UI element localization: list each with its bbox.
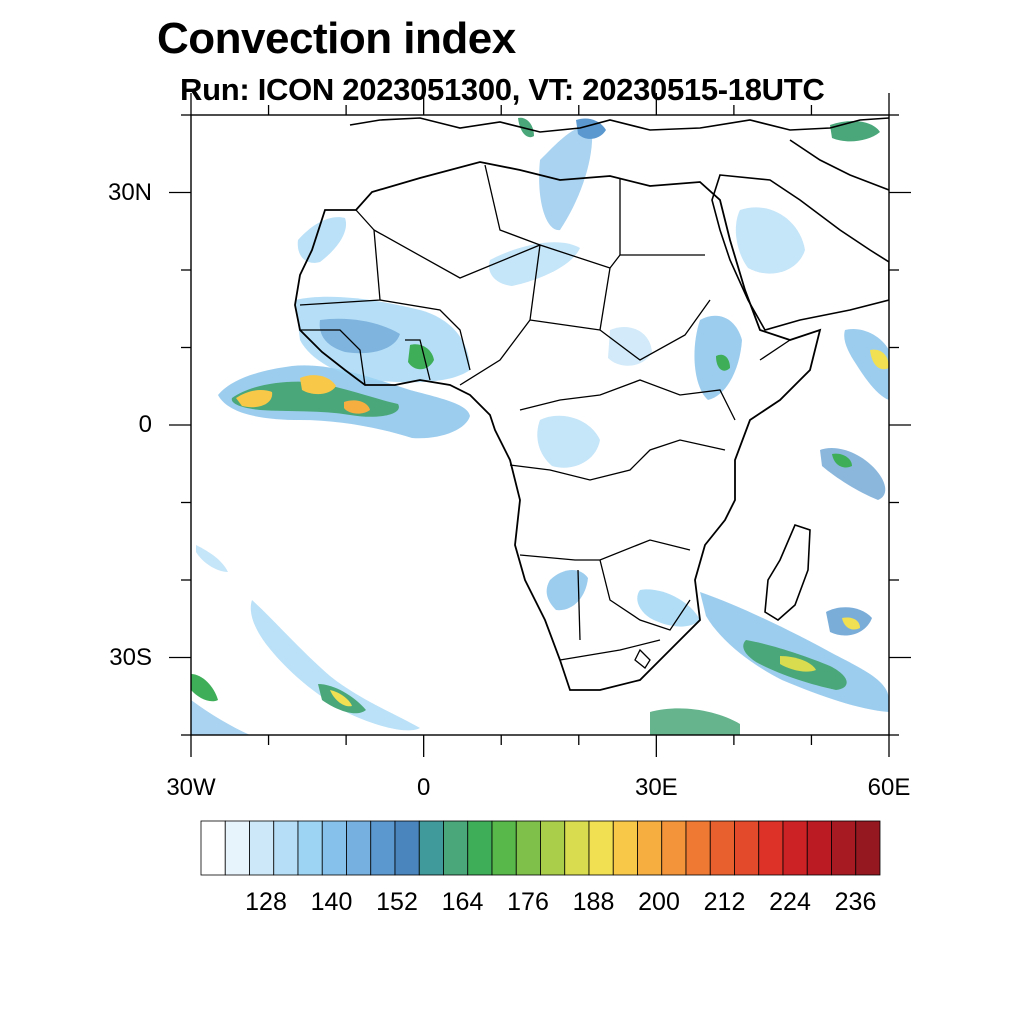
lon-tick-label: 60E (867, 774, 911, 801)
lat-tick-label: 30N (107, 178, 152, 206)
colorbar-label: 188 (572, 888, 615, 916)
colorbar-label: 164 (441, 888, 484, 916)
lat-tick-label: 30S (109, 643, 152, 671)
colorbar-label: 152 (376, 888, 418, 916)
lat-tick-label: 0 (138, 411, 152, 438)
colorbar-label: 224 (769, 888, 811, 916)
colorbar-label: 140 (310, 888, 353, 916)
lon-tick-label: 30W (166, 774, 216, 801)
colorbar-label: 176 (507, 888, 549, 916)
colorbar-label: 128 (245, 888, 287, 916)
convection-field (191, 117, 889, 735)
colorbar-label: 236 (834, 888, 877, 916)
lon-tick-label: 30E (634, 774, 678, 801)
map-subtitle: Run: ICON 2023051300, VT: 20230515-18UTC (180, 72, 825, 107)
map-title: Convection index (157, 14, 516, 63)
lon-tick-label: 0 (416, 774, 431, 801)
colorbar-label: 200 (638, 888, 680, 916)
colorbar-label: 212 (703, 888, 746, 916)
axis-ticks (169, 93, 911, 757)
